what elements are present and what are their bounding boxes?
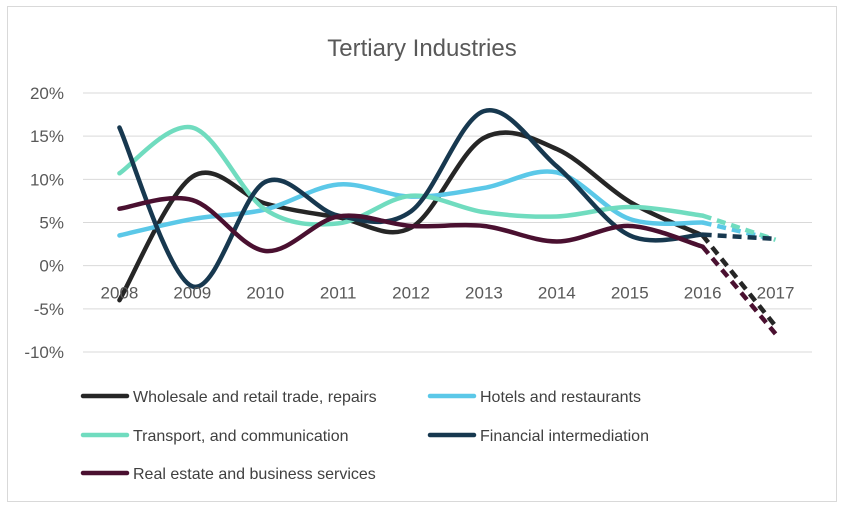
x-tick-label: 2010 <box>246 284 284 303</box>
x-tick-label: 2013 <box>465 284 503 303</box>
x-tick-label: 2009 <box>173 284 211 303</box>
series-line <box>117 124 705 227</box>
chart-frame <box>7 6 837 502</box>
x-tick-label: 2015 <box>611 284 649 303</box>
y-tick-label: 5% <box>39 214 64 233</box>
series-projection-line <box>700 245 778 336</box>
x-tick-label: 2008 <box>101 284 139 303</box>
x-tick-label: 2014 <box>538 284 576 303</box>
y-tick-label: 20% <box>30 84 64 103</box>
y-axis-tick-labels: 20% 15% 10% 5% 0% -5% -10% <box>24 84 64 362</box>
y-tick-label: 0% <box>39 257 64 276</box>
y-tick-label: 10% <box>30 170 64 189</box>
series-projection-line <box>700 234 778 328</box>
x-tick-label: 2012 <box>392 284 430 303</box>
y-tick-label: 15% <box>30 127 64 146</box>
series-projection-line <box>701 213 777 242</box>
legend-label: Wholesale and retail trade, repairs <box>133 389 377 406</box>
legend-label: Hotels and restaurants <box>480 389 641 406</box>
series-projection-line <box>702 232 776 242</box>
x-tick-label: 2016 <box>684 284 722 303</box>
legend-label: Transport, and communication <box>133 428 349 445</box>
series-line <box>117 108 705 289</box>
legend: Wholesale and retail trade, repairs Hotel… <box>80 389 649 483</box>
x-tick-label: 2011 <box>320 284 357 303</box>
x-tick-label: 2017 <box>757 284 795 303</box>
y-tick-label: -10% <box>24 343 64 362</box>
series-line <box>117 195 705 254</box>
y-tick-label: -5% <box>34 300 64 319</box>
legend-label: Real estate and business services <box>133 466 376 483</box>
legend-label: Financial intermediation <box>480 428 649 445</box>
x-axis-tick-labels: 2008 2009 2010 2011 2012 2013 2014 2015 2016 2017 <box>101 284 795 303</box>
chart-title: Tertiary Industries <box>327 35 516 62</box>
series-lines <box>117 108 778 336</box>
